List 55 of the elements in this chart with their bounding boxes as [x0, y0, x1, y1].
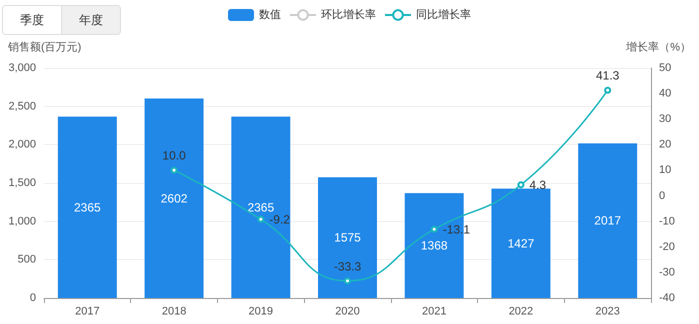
bar [58, 116, 117, 298]
y-tick-label: 0 [30, 292, 36, 304]
data-label: 2017 [594, 214, 622, 228]
bar [578, 143, 638, 298]
y-tick-label: 2,500 [8, 100, 36, 112]
point [257, 216, 264, 223]
data-label: 2365 [247, 200, 274, 214]
data-label: 4.3 [529, 178, 546, 192]
point [430, 226, 438, 233]
data-label: 1368 [420, 238, 448, 253]
data-label: 1427 [508, 236, 535, 250]
y-tick-label: 3,000 [8, 62, 36, 74]
legend-label: 环比增长率 [321, 8, 376, 21]
text: 年度 [61, 6, 120, 34]
x-tick-label: 2017 [75, 306, 100, 318]
y2-tick-label: -30 [659, 266, 675, 278]
bar [318, 177, 377, 298]
x-tick-label: 2022 [508, 306, 534, 318]
legend-label: 同比增长率 [416, 8, 471, 21]
text: 季度 [3, 6, 61, 34]
legend-label: 数值 [259, 9, 281, 21]
bar [491, 188, 550, 298]
y2-tick-label: -20 [659, 240, 675, 253]
y2-tick-label: 20 [659, 138, 672, 151]
x-tick-label: 2019 [248, 306, 274, 318]
data-label: 41.3 [596, 68, 620, 83]
data-label: 2365 [74, 200, 102, 214]
x-tick-label: 2023 [595, 306, 620, 318]
y2-tick-label: -40 [659, 292, 675, 304]
point [170, 166, 178, 174]
y2-tick-label: 30 [659, 113, 672, 126]
point [344, 277, 351, 284]
bar [231, 116, 290, 298]
x-tick-label: 2021 [422, 306, 446, 318]
point [517, 181, 524, 188]
y2-tick-label: 50 [659, 62, 672, 74]
y-tick-label: 1,000 [8, 215, 36, 228]
x-tick-label: 2018 [162, 306, 186, 318]
x-tick-label: 2020 [335, 306, 360, 318]
y2-tick-label: 40 [659, 88, 672, 100]
y2-axis-title: 增长率（%） [625, 40, 691, 54]
data-label: -9.2 [269, 212, 290, 226]
data-label: 1575 [334, 230, 362, 245]
y2-tick-label: 0 [659, 190, 666, 202]
data-label: 10.0 [162, 148, 186, 163]
y-tick-label: 2,000 [8, 138, 36, 151]
y2-tick-label: -10 [659, 215, 675, 228]
bar [144, 98, 204, 298]
point [604, 86, 612, 94]
y-tick-label: 1,500 [8, 177, 36, 189]
data-label: -33.3 [334, 259, 362, 274]
y-axis-title: 销售额(百万元) [7, 40, 82, 54]
data-label: 2602 [160, 191, 188, 206]
y2-tick-label: 10 [659, 164, 672, 176]
y-tick-label: 500 [18, 254, 36, 266]
